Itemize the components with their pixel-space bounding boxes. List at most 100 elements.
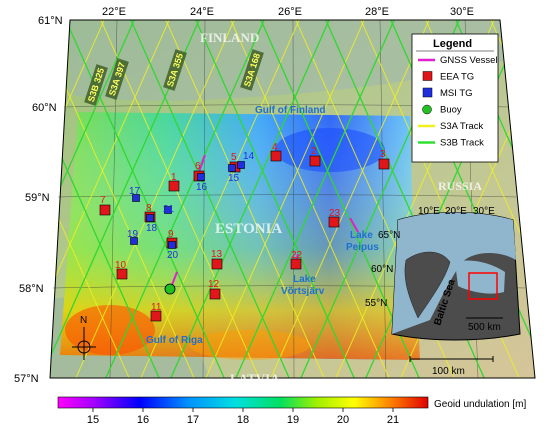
- msi-tide-gauge-marker: [168, 241, 176, 249]
- water-label-lake-vortsjarv: Võrtsjärv: [281, 286, 325, 297]
- legend-swatch: [422, 104, 432, 115]
- eea-tide-gauge-label: 7: [100, 195, 106, 206]
- geoid-grid: [60, 112, 420, 360]
- inset-lat-label: 65°N: [378, 230, 400, 241]
- legend-label: S3B Track: [440, 138, 484, 149]
- water-label-lake-peipus: Lake: [350, 230, 373, 241]
- eea-tide-gauge-label: 4: [272, 142, 278, 153]
- s3a-track-line: [99, 20, 261, 378]
- msi-tide-gauge-label: 15: [228, 173, 240, 184]
- compass-north: N: [80, 315, 87, 326]
- lon-label: 26°E: [278, 6, 302, 18]
- water-label-lake-vortsjarv: Lake: [293, 274, 316, 285]
- eea-tide-gauge-marker: [168, 180, 180, 192]
- inset-lon-label: 30°E: [473, 206, 495, 217]
- eea-tide-gauge-label: 2: [311, 146, 317, 157]
- lon-label: 28°E: [365, 6, 389, 18]
- eea-tide-gauge-marker: [150, 310, 162, 322]
- s3b-track-line: [129, 20, 291, 378]
- colorbar-tick-label: 18: [237, 414, 249, 426]
- eea-tide-gauge-marker: [309, 155, 321, 167]
- colorbar: 15 16 17 18 19 20 21 Geoid undulation [m]: [57, 396, 527, 426]
- scale-bar: 100 km: [409, 356, 494, 377]
- country-label-russia: RUSSIA: [438, 179, 482, 193]
- eea-tide-gauge-marker: [290, 258, 302, 270]
- legend-label: S3A Track: [440, 121, 484, 132]
- msi-tide-gauge-marker: [132, 194, 140, 202]
- eea-tide-gauge-label: 5: [231, 152, 237, 163]
- colorbar-title: Geoid undulation [m]: [434, 399, 527, 410]
- colorbar-tick-label: 19: [287, 414, 299, 426]
- eea-tide-gauge-marker: [328, 216, 340, 228]
- s3b-track-line: [169, 20, 331, 378]
- msi-tide-gauge-marker: [130, 237, 138, 245]
- msi-tide-gauge-marker: [164, 206, 172, 214]
- legend-title: Legend: [433, 38, 472, 50]
- colorbar-tick-label: 16: [137, 414, 149, 426]
- lat-label: 61°N: [38, 15, 63, 27]
- eea-tide-gauge-label: 12: [208, 279, 220, 290]
- inset-lat-label: 60°N: [371, 264, 393, 275]
- legend-label: EEA TG: [440, 72, 474, 83]
- eea-tide-gauge-marker: [378, 158, 390, 170]
- msi-tide-gauge-marker: [197, 173, 205, 181]
- latitude-labels: 61°N 60°N 59°N 58°N 57°N: [14, 15, 63, 385]
- msi-tide-gauge-marker: [228, 164, 236, 172]
- eea-tide-gauge-marker: [209, 288, 221, 300]
- longitude-labels: 22°E 24°E 26°E 28°E 30°E: [102, 6, 474, 18]
- lon-label: 30°E: [450, 6, 474, 18]
- msi-tide-gauge-label: 17: [129, 186, 141, 197]
- s3a-track-line: [204, 20, 366, 378]
- eea-tide-gauge-label: 9: [168, 229, 174, 240]
- s3b-track-line: [194, 20, 356, 378]
- s3b-track-line: [64, 20, 226, 378]
- s3a-track-line: [164, 20, 326, 378]
- country-label-latvia: LATVIA: [230, 371, 280, 386]
- legend-label: MSI TG: [440, 88, 473, 99]
- s3b-track-line: [104, 20, 266, 378]
- colorbar-tick-label: 21: [387, 414, 399, 426]
- s3a-track-line: [229, 20, 391, 378]
- inset-lat-label: 55°N: [365, 298, 387, 309]
- legend-label: Buoy: [440, 105, 462, 116]
- water-label-gulf-of-finland: Gulf of Finland: [255, 105, 326, 116]
- inset-highlight-box: [468, 272, 498, 300]
- s3a-track-line: [50, 20, 106, 378]
- msi-tide-gauge-label: 20: [167, 250, 179, 261]
- s3a-track-line: [269, 20, 431, 378]
- msi-tide-gauge-label: 21: [163, 204, 175, 215]
- colorbar-tick-label: 17: [187, 414, 199, 426]
- eea-tide-gauge-label: 6: [195, 161, 201, 172]
- colorbar-tick-label: 20: [337, 414, 349, 426]
- inset-lon-label: 10°E: [418, 206, 440, 217]
- scale-bar-label: 100 km: [432, 366, 465, 377]
- eea-tide-gauge-label: 13: [211, 249, 223, 260]
- map-frame: [49, 19, 536, 379]
- s3b-track-line: [50, 20, 161, 378]
- legend: Legend GNSS Vessel EEA TG MSI TG Buoy S3A Tr…: [411, 33, 499, 163]
- eea-tide-gauge-marker: [116, 268, 128, 280]
- legend-swatch: [422, 71, 433, 81]
- legend-label: GNSS Vessel: [440, 55, 498, 66]
- lon-label: 22°E: [102, 6, 126, 18]
- inset-scale-label: 500 km: [468, 322, 501, 333]
- inset-map: 10°E 20°E 30°E 65°N 60°N 55°N Baltic Sea…: [365, 206, 521, 341]
- country-label-finland: FINLAND: [200, 30, 259, 45]
- s3a-track-line: [50, 20, 171, 378]
- legend-swatch: [422, 87, 433, 98]
- colorbar-tick-label: 15: [87, 414, 99, 426]
- buoy-marker: [164, 283, 176, 295]
- water-label-lake-peipus: Peipus: [346, 242, 379, 253]
- eea-tide-gauge-label: 3: [380, 149, 386, 160]
- s3a-track-line: [74, 20, 236, 378]
- eea-tide-gauge-marker: [211, 258, 223, 270]
- water-label-gulf-of-riga: Gulf of Riga: [146, 335, 203, 346]
- s3b-track-line: [234, 20, 396, 378]
- inset-lon-label: 20°E: [445, 206, 467, 217]
- eea-tide-gauge-marker: [99, 204, 111, 216]
- msi-tide-gauge-label: 16: [196, 182, 208, 193]
- eea-tide-gauge-label: 1: [171, 172, 177, 183]
- s3a-track-line: [50, 20, 131, 378]
